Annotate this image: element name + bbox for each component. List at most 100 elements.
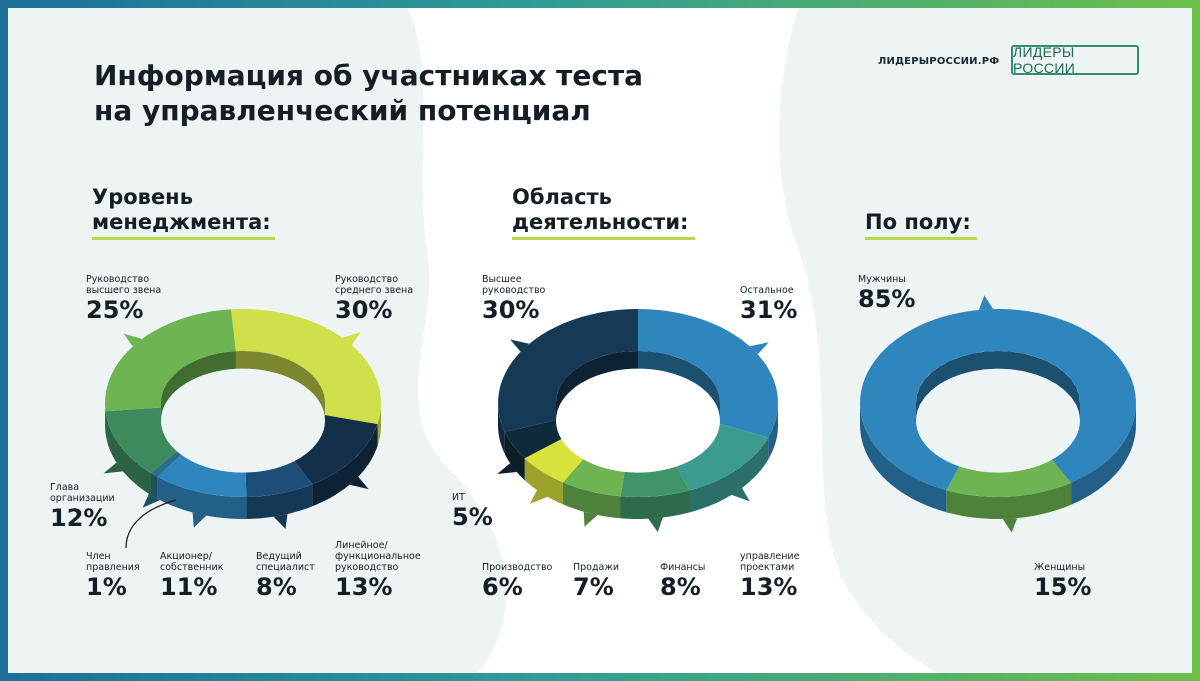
- label-it-line-1: ИТ: [452, 492, 465, 503]
- section-title-activity-line-1: Область: [512, 185, 612, 209]
- label-production-line-1: Производство: [482, 562, 553, 573]
- pct-finance: 8%: [660, 573, 701, 601]
- title-line-1: Информация об участниках теста: [94, 59, 644, 92]
- callout-pointer-2-1: [978, 295, 994, 310]
- pct-sales: 7%: [573, 573, 614, 601]
- label-project-management-line-1: управление: [740, 551, 800, 562]
- donut-side-0-1: [312, 424, 378, 507]
- label-middle-management-line-1: Руководство: [335, 274, 399, 285]
- donut-side-1-1: [689, 437, 769, 513]
- donut-slice-1-1: [668, 422, 769, 491]
- pct-board-member: 1%: [86, 573, 127, 601]
- donut-hole-0: [161, 403, 325, 473]
- callout-pointer-2-0: [1002, 518, 1018, 533]
- donut-chart-0: [103, 309, 381, 529]
- donut-chart-1: [497, 309, 778, 533]
- donut-slice-1-6: [498, 309, 638, 432]
- donut-chart-2: [860, 295, 1136, 533]
- label-men-line-1: Мужчины: [858, 274, 906, 285]
- callout-pointer-1-6: [510, 339, 530, 352]
- label-top-management-line-2: высшего звена: [86, 285, 162, 296]
- donut-side-1-5: [504, 432, 525, 481]
- pct-head-of-org: 12%: [50, 504, 108, 532]
- label-top-management-line-1: Руководство: [86, 274, 150, 285]
- callout-pointer-0-3: [192, 512, 207, 528]
- label-other-line-1: Остальное: [740, 285, 794, 296]
- donut-side-2-1: [860, 403, 947, 513]
- callout-pointer-0-2: [273, 514, 288, 529]
- section-title-management-line-1: Уровень: [92, 185, 193, 209]
- leader-line-board-member: [125, 499, 177, 549]
- label-shareholder-line-1: Акционер/: [160, 551, 212, 562]
- section-title-gender: По полу:: [865, 210, 971, 235]
- donut-inner-wall-0-0: [235, 351, 325, 421]
- label-middle-management: Руководство среднего звена 30%: [335, 274, 413, 324]
- section-title-management: Уровень менеджмента:: [92, 185, 271, 235]
- label-lead-specialist: Ведущий специалист 8%: [256, 551, 315, 601]
- pct-middle-management: 30%: [335, 296, 393, 324]
- pct-women: 15%: [1034, 573, 1092, 601]
- callout-pointer-0-4: [142, 493, 160, 508]
- pct-senior-leadership: 30%: [482, 296, 540, 324]
- section-underline-management: [92, 237, 275, 240]
- donut-side-0-2: [246, 484, 313, 519]
- donut-inner-wall-1-0: [638, 351, 720, 421]
- label-line-management: Линейное/ функциональное руководство 13%: [335, 540, 421, 601]
- donut-side-2-0: [946, 482, 1072, 519]
- donut-inner-wall-0-6: [161, 351, 236, 421]
- label-sales-line-1: Продажи: [573, 562, 620, 573]
- label-women: Женщины 15%: [1034, 562, 1091, 601]
- label-head-of-org-line-2: организации: [50, 493, 115, 504]
- callout-pointer-1-3: [583, 511, 598, 527]
- donut-side-1-0: [768, 403, 778, 460]
- label-shareholder: Акционер/ собственник 11%: [160, 551, 223, 601]
- donut-inner-wall-1-6: [556, 351, 638, 421]
- donut-side-1-3: [563, 482, 621, 519]
- section-title-activity: Область деятельности:: [512, 185, 688, 235]
- section-underline-activity: [512, 237, 695, 240]
- callout-pointer-0-6: [123, 333, 143, 347]
- label-middle-management-line-2: среднего звена: [335, 285, 414, 296]
- label-senior-leadership-line-1: Высшее: [482, 274, 522, 285]
- section-underline-gender: [865, 237, 977, 240]
- donut-slice-1-5: [504, 419, 572, 459]
- donut-inner-wall-2-1: [916, 351, 1080, 421]
- donut-hole-2: [916, 403, 1080, 473]
- donut-hole-1: [556, 403, 720, 473]
- donut-side-1-2: [620, 490, 690, 519]
- label-top-management: Руководство высшего звена 25%: [86, 274, 161, 324]
- donut-slice-0-6: [105, 309, 236, 412]
- pct-project-management: 13%: [740, 573, 798, 601]
- label-board-member-line-2: правления: [86, 562, 140, 573]
- callout-pointer-1-5: [497, 463, 517, 474]
- label-other: Остальное 31%: [740, 285, 797, 324]
- donut-side-0-3: [157, 476, 247, 519]
- section-title-activity-line-2: деятельности:: [512, 210, 689, 234]
- label-it: ИТ 5%: [452, 492, 493, 531]
- callout-pointer-0-0: [342, 332, 361, 346]
- label-line-management-line-3: руководство: [335, 562, 399, 573]
- pct-production: 6%: [482, 573, 523, 601]
- label-project-management-line-2: проектами: [740, 562, 795, 573]
- donut-slice-1-0: [638, 309, 778, 438]
- label-line-management-line-1: Линейное/: [335, 540, 388, 551]
- donut-side-2-1: [1071, 403, 1136, 505]
- label-line-management-line-2: функциональное: [335, 551, 421, 562]
- pct-men: 85%: [858, 285, 916, 313]
- label-board-member-line-1: Член: [86, 551, 111, 562]
- callout-pointer-1-2: [648, 517, 663, 533]
- donut-slice-0-1: [284, 414, 378, 485]
- label-project-management: управление проектами 13%: [740, 551, 799, 601]
- label-shareholder-line-2: собственник: [160, 562, 224, 573]
- label-women-line-1: Женщины: [1034, 562, 1086, 573]
- title-line-2: на управленческий потенциал: [94, 94, 591, 127]
- callout-pointer-0-1: [349, 476, 369, 490]
- logo: ЛИДЕРЫ РОССИИ: [1011, 44, 1139, 76]
- label-finance-line-1: Финансы: [660, 562, 706, 573]
- label-sales: Продажи 7%: [573, 562, 619, 601]
- label-lead-specialist-line-2: специалист: [256, 562, 315, 573]
- callout-pointer-1-0: [749, 342, 769, 355]
- label-head-of-org-line-1: Глава: [50, 482, 80, 493]
- infographic-canvas: Информация об участниках теста на управл…: [8, 8, 1192, 673]
